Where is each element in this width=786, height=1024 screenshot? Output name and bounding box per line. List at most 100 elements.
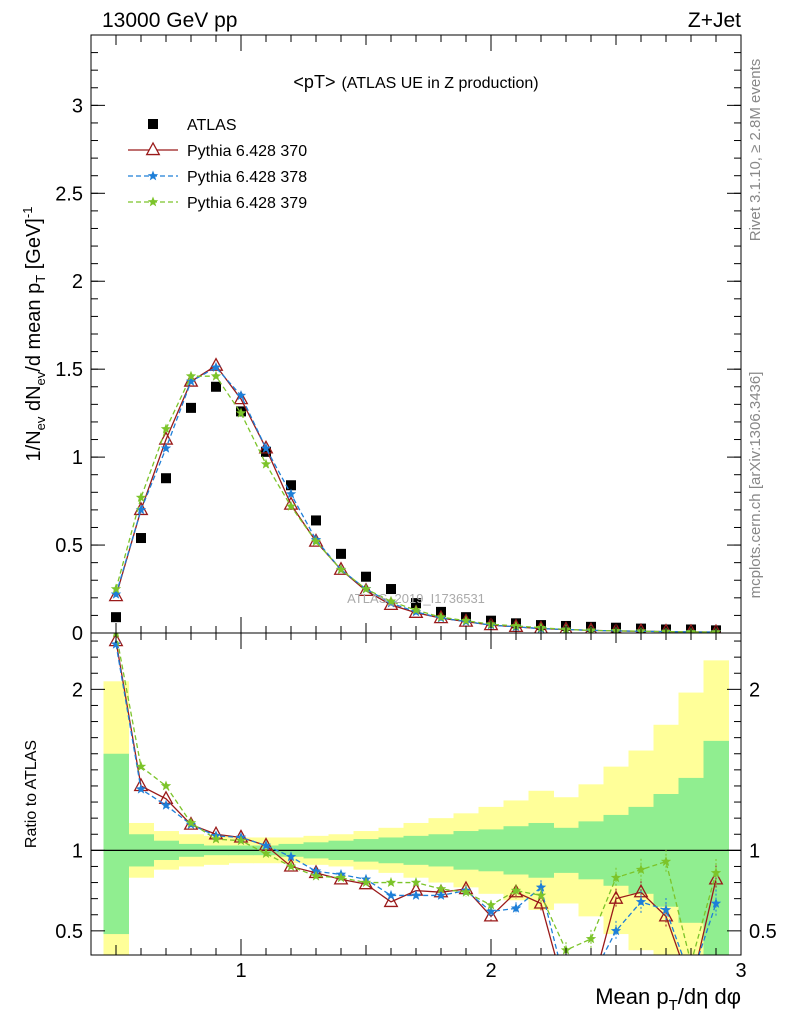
data-point <box>360 583 372 594</box>
data-point <box>361 571 371 582</box>
stat-band-bin <box>103 753 129 935</box>
ratio-point <box>660 904 672 915</box>
data-point <box>410 604 422 615</box>
data-point <box>111 612 121 623</box>
ratio-point <box>535 881 547 892</box>
data-point <box>235 407 247 418</box>
data-point <box>160 442 172 453</box>
y-tick-label: 1 <box>72 447 83 469</box>
ratio-point <box>160 799 172 810</box>
data-point <box>411 598 421 609</box>
legend-marker <box>147 170 159 181</box>
data-point <box>383 596 399 611</box>
y-tick-label: 3 <box>72 95 83 117</box>
header-left-label: 13000 GeV pp <box>102 9 237 32</box>
ratio-point <box>285 861 297 871</box>
analysis-watermark: ATLAS_2019_I1736531 <box>347 591 485 606</box>
ratio-point <box>260 848 272 858</box>
data-point <box>186 402 196 413</box>
ratio-y-tick-label: 0.5 <box>55 921 83 943</box>
ratio-point <box>561 982 571 992</box>
data-point <box>210 361 222 372</box>
legend-label: Pythia 6.428 378 <box>187 169 307 186</box>
ratio-point <box>460 886 472 897</box>
ratio-point <box>310 870 322 881</box>
data-point <box>260 458 272 469</box>
ratio-y-tick-label-right: 2 <box>749 679 760 701</box>
legend-marker <box>145 141 161 156</box>
data-point <box>285 488 297 499</box>
legend-marker <box>148 119 158 129</box>
ratio-panel: 0.5 0.5 1 1 2 2 1 2 3 Ratio to ATLAS Mean pT/dη… <box>23 632 777 1014</box>
ratio-point <box>285 851 297 862</box>
ratio-point <box>135 761 147 772</box>
ratio-point <box>135 783 147 794</box>
ratio-point <box>510 902 522 913</box>
stat-band-bin <box>703 740 729 955</box>
ratio-point <box>660 856 672 867</box>
data-point <box>311 515 321 526</box>
ratio-y-tick-label-right: 1 <box>749 840 760 862</box>
data-point <box>185 370 197 381</box>
ratio-point <box>535 889 547 900</box>
ratio-point <box>410 889 422 900</box>
data-point <box>460 615 472 626</box>
data-point <box>283 496 299 510</box>
ratio-y-axis-label: Ratio to ATLAS <box>23 740 40 848</box>
y-tick-label: 0 <box>72 623 83 645</box>
legend-marker <box>147 196 159 207</box>
ratio-point <box>260 840 272 850</box>
x-tick-label: 1 <box>235 960 246 982</box>
legend-label: Pythia 6.428 370 <box>187 143 307 160</box>
ratio-point <box>110 638 122 649</box>
ratio-point <box>435 889 447 900</box>
y-tick-label: 0.5 <box>55 535 83 557</box>
ratio-point <box>360 877 372 887</box>
ratio-point <box>658 908 674 922</box>
ratio-point <box>483 908 499 922</box>
ratio-point <box>383 893 399 908</box>
data-point <box>233 390 249 405</box>
ratio-y-tick-label: 1 <box>72 840 83 862</box>
rivet-version-label: Rivet 3.1.10, ≥ 2.8M events <box>747 59 764 242</box>
mcplots-label: mcplots.cern.ch [arXiv:1306.3436] <box>747 372 764 599</box>
ratio-point <box>635 864 647 875</box>
ratio-point <box>608 890 624 904</box>
data-point <box>110 583 122 594</box>
y-tick-label: 2 <box>72 271 83 293</box>
ratio-series-pythia-6-428-379 <box>112 633 722 968</box>
data-point <box>110 588 122 599</box>
ratio-point <box>435 883 447 894</box>
x-tick-label: 3 <box>735 960 746 982</box>
ratio-point <box>410 877 422 887</box>
data-point <box>335 564 347 575</box>
ratio-point <box>686 958 696 968</box>
data-point <box>208 357 224 371</box>
plot-title: <pT> (ATLAS UE in Z production) <box>293 72 538 92</box>
x-tick-label: 2 <box>485 960 496 982</box>
ratio-point <box>160 780 172 791</box>
data-point <box>185 376 197 386</box>
data-point <box>435 611 447 622</box>
ratio-point <box>335 872 347 883</box>
ratio-point <box>210 833 222 844</box>
ratio-point <box>385 877 397 887</box>
ratio-point <box>385 889 397 900</box>
data-point <box>161 473 171 484</box>
main-panel: ATLAS_2019_I1736531 0 0.5 1 1.5 2 2.5 3 <pT> (A… <box>20 34 742 645</box>
ratio-point <box>686 974 696 984</box>
ratio-y-tick-label: 2 <box>72 679 83 701</box>
legend: ATLAS Pythia 6.428 370 Pythia 6.428 378 Pyt… <box>128 117 307 212</box>
data-point <box>260 442 272 453</box>
data-point <box>510 620 522 631</box>
data-point <box>160 423 172 434</box>
ratio-point <box>235 835 247 846</box>
ratio-point <box>710 867 722 878</box>
data-point <box>358 582 374 596</box>
ratio-point <box>485 899 497 910</box>
data-point <box>310 536 322 546</box>
ratio-point <box>635 896 647 907</box>
ratio-point <box>485 906 497 916</box>
data-point <box>108 587 124 602</box>
